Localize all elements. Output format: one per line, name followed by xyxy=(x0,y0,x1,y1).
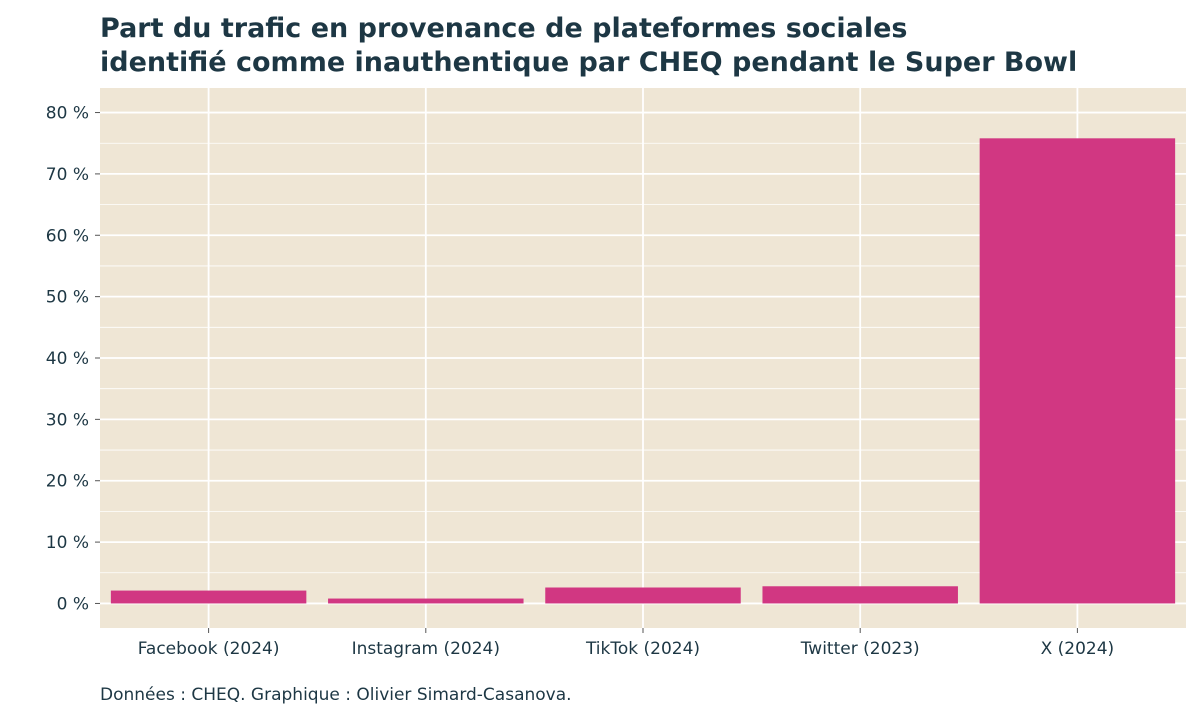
y-tick-label: 20 % xyxy=(46,472,89,492)
y-tick-label: 40 % xyxy=(46,349,89,369)
y-tick-label: 10 % xyxy=(46,533,89,553)
y-tick-label: 0 % xyxy=(57,594,89,614)
bar xyxy=(545,587,741,604)
bar xyxy=(762,586,958,604)
x-tick-label: TikTok (2024) xyxy=(585,639,700,659)
y-tick-label: 50 % xyxy=(46,288,89,308)
y-tick-label: 60 % xyxy=(46,226,89,246)
x-tick-label: X (2024) xyxy=(1041,639,1115,659)
bar xyxy=(328,598,524,604)
bar xyxy=(110,590,307,604)
x-tick-label: Facebook (2024) xyxy=(138,639,280,659)
x-tick-label: Twitter (2023) xyxy=(800,639,920,659)
y-tick-label: 80 % xyxy=(46,104,89,124)
chart-caption: Données : CHEQ. Graphique : Olivier Sima… xyxy=(100,685,572,705)
bar xyxy=(979,138,1176,604)
y-tick-label: 30 % xyxy=(46,410,89,430)
chart-title-line-2: identifié comme inauthentique par CHEQ p… xyxy=(100,47,1078,78)
chart-title: Part du trafic en provenance de platefor… xyxy=(100,12,1180,80)
x-tick-label: Instagram (2024) xyxy=(352,639,500,659)
chart-title-line-1: Part du trafic en provenance de platefor… xyxy=(100,13,908,44)
y-tick-label: 70 % xyxy=(46,165,89,185)
